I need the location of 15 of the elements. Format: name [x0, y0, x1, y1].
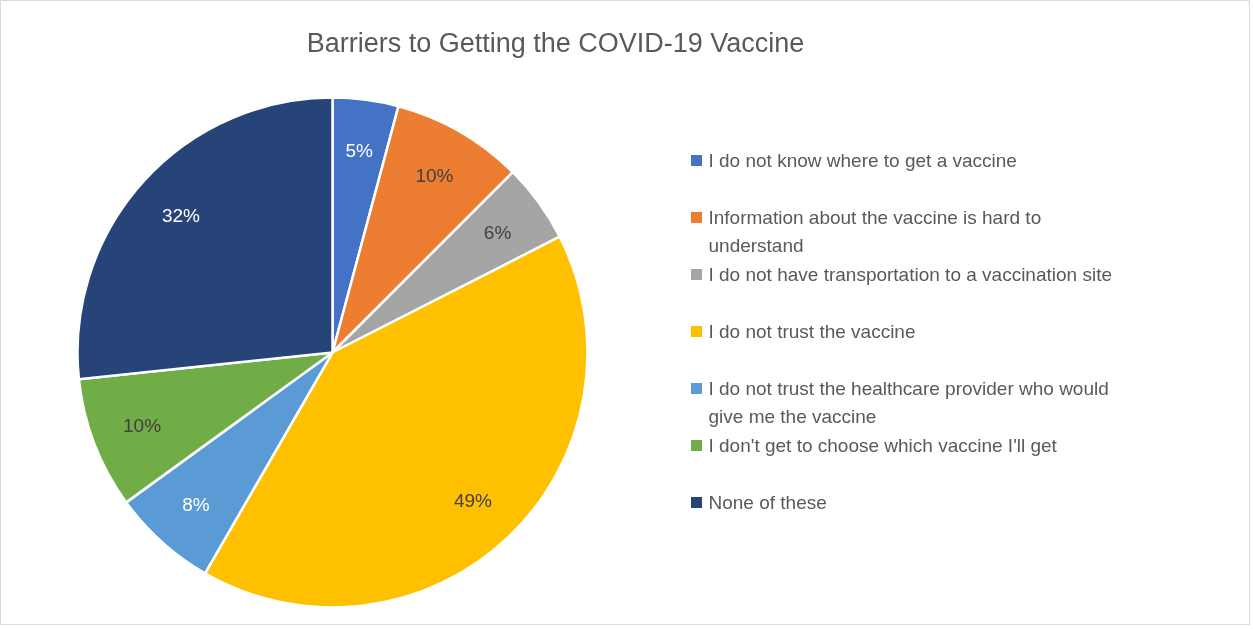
data-label: 6% — [483, 222, 512, 244]
data-label: 5% — [345, 139, 373, 161]
legend-label: I do not know where to get a vaccine — [708, 150, 1017, 171]
data-label: 10% — [415, 165, 454, 187]
legend-label: I do not trust the vaccine — [708, 321, 916, 342]
legend-label: I don't get to choose which vaccine I'll get — [708, 435, 1058, 456]
legend-label: I do not have transportation to a vaccination site — [708, 264, 1112, 285]
legend-label: Information about the vaccine is hard to understand — [708, 207, 1042, 256]
chart-title: Barriers to Getting the COVID-19 Vaccine — [306, 27, 805, 58]
data-label: 49% — [453, 489, 493, 511]
data-label: 32% — [161, 205, 201, 227]
data-label: 8% — [182, 493, 210, 515]
legend-label: None of these — [708, 492, 827, 513]
data-label: 10% — [123, 415, 162, 437]
legend-label: I do not trust the healthcare provider who would give me the vaccine — [708, 378, 1109, 427]
